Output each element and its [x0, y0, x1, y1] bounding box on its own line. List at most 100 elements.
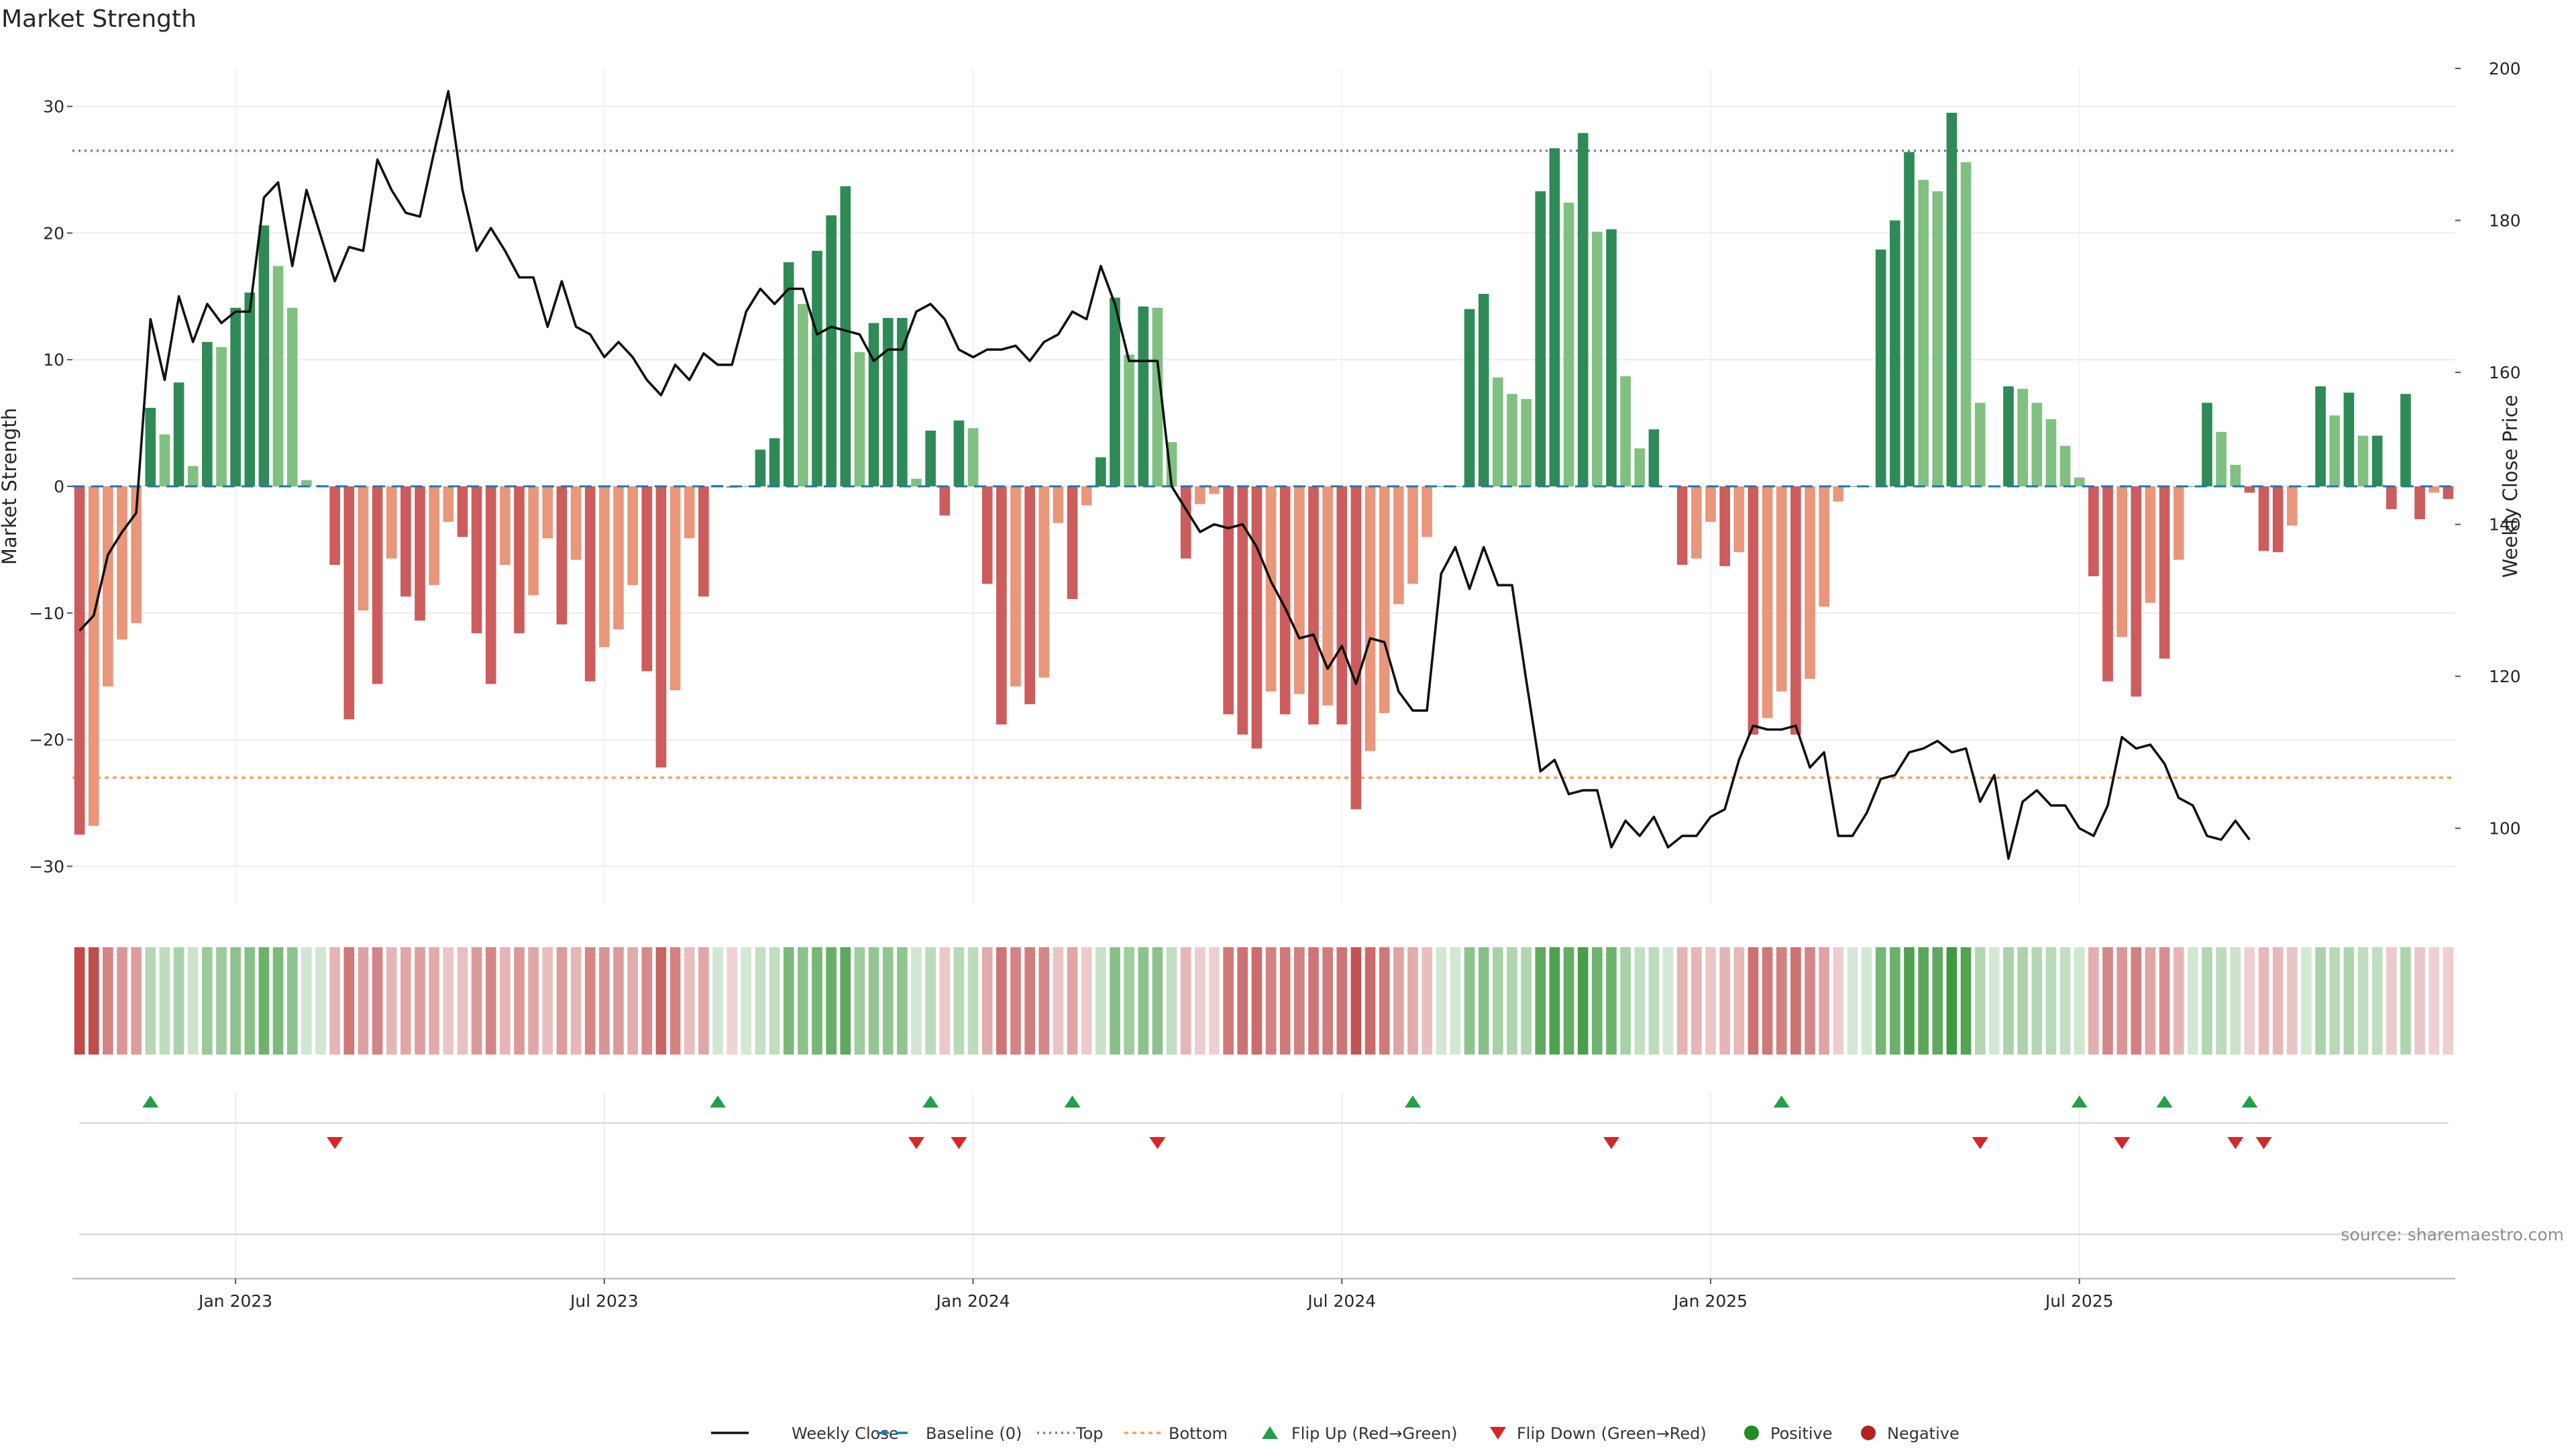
heat-cell — [769, 947, 780, 1055]
legend: Weekly Close Baseline (0) Top Bottom Flip Up… — [711, 1424, 1960, 1443]
strength-bar — [1138, 306, 1149, 486]
heat-cell — [1265, 947, 1277, 1055]
heat-cell — [570, 947, 582, 1055]
heat-cell — [202, 947, 213, 1055]
heat-cell — [1974, 947, 1986, 1055]
heat-cell — [343, 947, 355, 1055]
heat-cell — [2045, 947, 2057, 1055]
strength-bar — [840, 186, 851, 486]
heat-cell — [2059, 947, 2071, 1055]
heat-cell — [1322, 947, 1333, 1055]
strength-bar — [1393, 486, 1404, 604]
strength-bar — [74, 486, 85, 835]
heat-cell — [2443, 947, 2454, 1055]
heat-cell — [2131, 947, 2142, 1055]
strength-bar — [301, 480, 312, 486]
left-tick-label: −30 — [29, 857, 64, 876]
heat-cell — [1577, 947, 1589, 1055]
heat-cell — [2343, 947, 2355, 1055]
heat-cell — [599, 947, 610, 1055]
strength-bar — [684, 486, 695, 539]
heat-cell — [1507, 947, 1517, 1055]
strength-bar — [528, 486, 539, 596]
strength-bar — [1237, 486, 1248, 735]
strength-bar — [1038, 486, 1050, 678]
heat-cell — [2074, 947, 2085, 1055]
left-axis-label: Market Strength — [0, 408, 21, 565]
legend-item-baseline: Baseline (0) — [877, 1424, 1022, 1443]
strength-bar — [755, 449, 766, 486]
strength-bar — [1549, 148, 1560, 486]
heat-cell — [1819, 947, 1829, 1055]
heat-cell — [315, 947, 326, 1055]
strength-bar — [429, 486, 439, 586]
heat-cell — [1606, 947, 1617, 1055]
strength-bar — [1053, 486, 1064, 523]
heat-cell — [1379, 947, 1390, 1055]
strength-bar — [812, 250, 822, 486]
heat-cell — [1024, 947, 1035, 1055]
strength-bar — [1152, 307, 1163, 486]
heat-cell — [1336, 947, 1348, 1055]
heat-cell — [1805, 947, 1815, 1055]
heat-cell — [1549, 947, 1560, 1055]
legend-label: Bottom — [1169, 1424, 1228, 1443]
flip-markers-panel — [79, 1092, 2449, 1280]
heat-cell — [1067, 947, 1078, 1055]
strength-bar — [2244, 486, 2255, 493]
heat-cell — [159, 947, 170, 1055]
weekly-close-line — [78, 90, 2251, 860]
heat-cell — [1861, 947, 1872, 1055]
strength-bar — [1606, 229, 1617, 486]
strength-bar — [2202, 402, 2212, 486]
legend-item-flipdown: Flip Down (Green→Red) — [1490, 1424, 1707, 1443]
heat-cell — [2428, 947, 2440, 1055]
strength-bar — [1095, 457, 1106, 486]
strength-bar — [1634, 448, 1646, 486]
strength-bar — [457, 486, 468, 537]
strength-bar — [1478, 294, 1489, 486]
strength-bar — [2116, 486, 2127, 637]
flip-down-marker — [2255, 1137, 2272, 1149]
strength-bar — [202, 341, 213, 486]
heat-cell — [1620, 947, 1631, 1055]
strength-bar — [1563, 203, 1574, 486]
strength-bar — [1195, 486, 1205, 504]
flip-down-marker — [1149, 1137, 1166, 1149]
legend-item-weekly: Weekly Close — [711, 1424, 899, 1443]
strength-bar — [953, 420, 965, 486]
strength-bar — [1081, 486, 1092, 506]
heat-cell — [2371, 947, 2383, 1055]
heat-cell — [798, 947, 808, 1055]
heat-cell — [727, 947, 737, 1055]
strength-bar — [131, 486, 142, 623]
flip-up-marker — [2241, 1095, 2258, 1108]
strength-bars — [72, 113, 2455, 835]
x-tick-label: Jul 2024 — [1306, 1291, 1376, 1311]
legend-item-bottom: Bottom — [1124, 1424, 1228, 1443]
strength-bar — [868, 323, 879, 486]
flip-up-marker — [1064, 1095, 1081, 1108]
heat-cell — [584, 947, 596, 1055]
strength-bar — [2131, 486, 2142, 697]
heat-cell — [1932, 947, 1943, 1055]
strength-bar — [443, 486, 454, 522]
strength-bar — [1322, 486, 1333, 706]
heat-cell — [613, 947, 624, 1055]
strength-bar — [2173, 486, 2184, 560]
heat-cell — [1875, 947, 1886, 1055]
strength-bar — [500, 486, 511, 566]
strength-bar — [2315, 386, 2326, 486]
legend-label: Flip Up (Red→Green) — [1291, 1424, 1458, 1443]
heat-cell — [2244, 947, 2255, 1055]
heat-cell — [2145, 947, 2156, 1055]
strength-bar — [1294, 486, 1305, 694]
strength-bar — [967, 428, 979, 486]
heat-cell — [2173, 947, 2184, 1055]
strength-bar — [2017, 388, 2028, 486]
heat-cell — [1464, 947, 1475, 1055]
strength-bar — [159, 434, 170, 486]
heat-cell — [840, 947, 851, 1055]
heat-cell — [1989, 947, 2000, 1055]
strength-bar — [1110, 297, 1120, 486]
